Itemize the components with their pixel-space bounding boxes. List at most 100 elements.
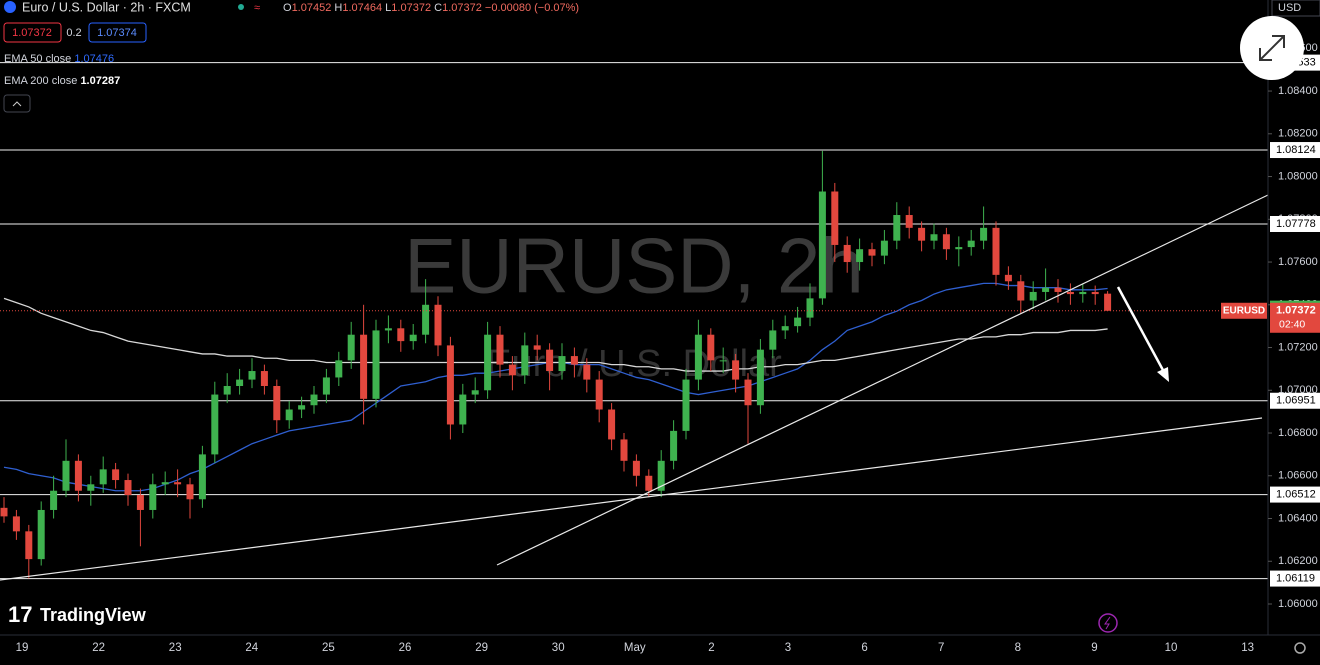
candle-body <box>843 244 851 263</box>
candle-body <box>980 227 988 241</box>
ask-box[interactable] <box>88 22 147 43</box>
ema200-legend: EMA 200 close 1.07287 <box>4 75 120 87</box>
arrow-head <box>1157 367 1169 382</box>
candle-body <box>719 360 727 362</box>
candle-body <box>74 460 82 491</box>
arrow <box>1116 286 1166 373</box>
candle-body <box>893 215 901 241</box>
candle-body <box>967 240 975 248</box>
candle-body <box>583 364 591 380</box>
level-label-box <box>1270 215 1320 232</box>
candle-body <box>310 394 318 406</box>
candle-body <box>1079 291 1087 295</box>
candle-body <box>322 377 330 395</box>
candle-body <box>632 460 640 476</box>
ema50-value: 1.07476 <box>74 53 114 65</box>
candle-body <box>434 304 442 346</box>
candle-body <box>831 191 839 245</box>
x-tick-label: May <box>624 642 646 654</box>
x-tick-label: 13 <box>1241 642 1254 654</box>
candle-body <box>446 345 454 425</box>
y-tick-label: 1.07600 <box>1278 256 1318 268</box>
candle-body <box>942 234 950 250</box>
candle-body <box>794 317 802 327</box>
candle-body <box>12 516 20 532</box>
collapse-icon <box>12 101 22 107</box>
h-label: H <box>334 2 342 14</box>
candle-body <box>707 334 715 361</box>
level-label-box <box>1270 486 1320 503</box>
candle-body <box>769 330 777 350</box>
symbol-tag: EURUSD <box>1223 305 1265 316</box>
candle-body <box>558 356 566 372</box>
candle-body <box>50 490 58 510</box>
candle-body <box>756 349 764 406</box>
y-tick-label: 1.08200 <box>1278 128 1318 140</box>
alerts-button[interactable] <box>1098 613 1118 633</box>
y-tick-label: 1.06200 <box>1278 555 1318 567</box>
candle-body <box>186 484 194 500</box>
collapse-button[interactable] <box>3 94 31 113</box>
candle-body <box>149 484 157 510</box>
trend-line <box>0 417 1263 581</box>
candle-body <box>905 215 913 228</box>
candle-body <box>285 409 293 421</box>
trend-line <box>496 194 1269 566</box>
candle-body <box>1066 291 1074 295</box>
candle-body <box>25 531 33 560</box>
x-tick-label: 3 <box>785 642 791 654</box>
candle-body <box>508 364 516 376</box>
x-tick-label: 25 <box>322 642 335 654</box>
candle-body <box>868 249 876 256</box>
y-tick-label: 1.08000 <box>1278 170 1318 182</box>
candle-body <box>211 394 219 455</box>
level-label: 1.08124 <box>1276 144 1316 156</box>
candle-body <box>0 507 8 517</box>
countdown: 02:40 <box>1279 319 1305 331</box>
candle-body <box>1054 287 1062 292</box>
bid-box[interactable] <box>3 22 62 43</box>
candle-body <box>1029 291 1037 301</box>
ohlc: O1.07452 H1.07464 L1.07372 C1.07372 −0.0… <box>283 2 579 14</box>
candle-body <box>744 379 752 406</box>
ema50-legend: EMA 50 close 1.07476 <box>4 53 114 65</box>
candle-body <box>1091 291 1099 295</box>
candle-body <box>409 334 417 342</box>
candle-body <box>422 304 430 335</box>
candle-body <box>1104 293 1112 311</box>
candle-body <box>620 439 628 461</box>
y-tick-label: 1.08400 <box>1278 85 1318 97</box>
candle-body <box>161 482 169 485</box>
candle-body <box>732 360 740 380</box>
currency-box[interactable] <box>1271 0 1320 17</box>
candle-body <box>87 484 95 491</box>
currency: USD <box>1278 2 1301 14</box>
x-tick-label: 2 <box>708 642 714 654</box>
level-label-box <box>1270 570 1320 587</box>
candle-body <box>384 328 392 331</box>
settings-button[interactable] <box>1294 642 1306 654</box>
candle-body <box>62 460 70 491</box>
o-label: O <box>283 2 292 14</box>
candle-body <box>694 334 702 380</box>
candle-body <box>930 234 938 241</box>
logo: TradingView <box>40 605 147 625</box>
x-tick-label: 6 <box>861 642 867 654</box>
candle-body <box>248 371 256 380</box>
candle-body <box>608 409 616 440</box>
x-tick-label: 24 <box>245 642 258 654</box>
candle-body <box>645 475 653 491</box>
candle-body <box>372 330 380 399</box>
watermark: EURUSD, 2h <box>404 222 863 310</box>
candle-body <box>484 334 492 391</box>
candle-body <box>781 326 789 331</box>
y-tick-label: 1.06800 <box>1278 427 1318 439</box>
candle-body <box>496 334 504 365</box>
candle-body <box>670 430 678 461</box>
x-tick-label: 26 <box>399 642 412 654</box>
level-label-box <box>1270 392 1320 409</box>
level-label-box <box>1270 142 1320 159</box>
